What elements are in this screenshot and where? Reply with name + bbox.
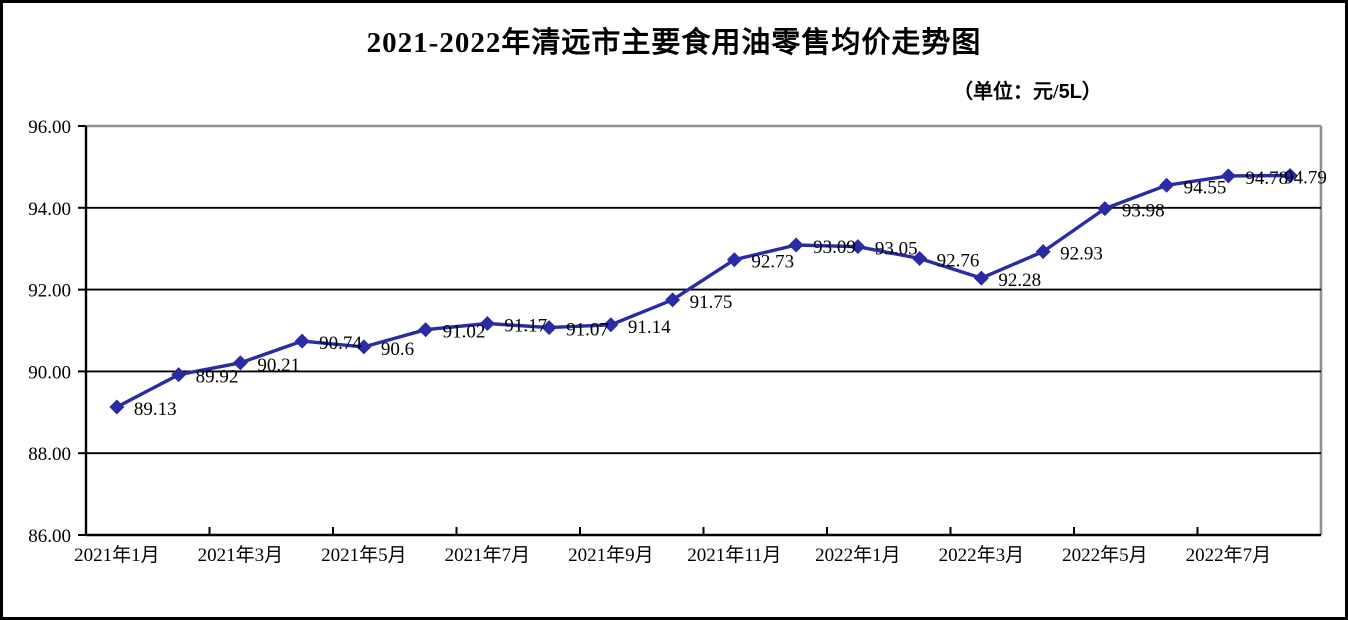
data-point-label: 94.78 xyxy=(1245,168,1288,189)
y-tick-label: 88.00 xyxy=(28,444,71,465)
data-point-label: 92.76 xyxy=(937,251,980,272)
unit-label-suffix: ） xyxy=(1081,81,1102,103)
data-point-marker xyxy=(726,252,742,268)
data-point-marker xyxy=(109,399,125,415)
x-tick-label: 2021年9月 xyxy=(568,544,654,566)
data-point-marker xyxy=(1220,168,1236,184)
chart-title: 2021-2022年清远市主要食用油零售均价走势图 xyxy=(366,27,982,59)
data-point-marker xyxy=(973,270,989,286)
data-point-marker xyxy=(171,367,187,383)
data-point-marker xyxy=(1159,177,1175,193)
data-point-label: 90.74 xyxy=(319,333,362,354)
data-point-marker xyxy=(788,237,804,253)
x-tick-label: 2021年11月 xyxy=(687,544,781,566)
data-point-label: 94.55 xyxy=(1184,177,1227,198)
data-point-marker xyxy=(1097,201,1113,217)
data-point-label: 93.98 xyxy=(1122,201,1165,222)
data-point-marker xyxy=(232,355,248,371)
unit-label-prefix: （单位：元/ xyxy=(953,81,1059,103)
y-tick-label: 94.00 xyxy=(28,199,71,220)
x-tick-label: 2021年7月 xyxy=(445,544,531,566)
data-point-marker xyxy=(541,320,557,336)
data-point-label: 92.93 xyxy=(1060,244,1103,265)
data-point-label: 94.79 xyxy=(1284,167,1327,188)
series-line xyxy=(115,173,1292,409)
unit-label-value: 5L xyxy=(1058,81,1082,103)
data-point-marker xyxy=(418,322,434,338)
data-point-marker xyxy=(850,239,866,255)
data-point-label: 92.28 xyxy=(998,270,1041,291)
x-tick-label: 2021年3月 xyxy=(198,544,284,566)
data-point-marker xyxy=(479,316,495,332)
y-tick-label: 90.00 xyxy=(28,362,71,383)
y-tick-label: 86.00 xyxy=(28,526,71,547)
data-point-label: 91.07 xyxy=(566,320,609,341)
data-point-label: 93.05 xyxy=(875,239,918,260)
data-point-label: 89.13 xyxy=(134,399,177,420)
data-point-label: 91.02 xyxy=(443,322,486,343)
data-point-marker xyxy=(294,333,310,349)
data-point-label: 91.75 xyxy=(690,292,733,313)
x-tick-label: 2022年1月 xyxy=(815,544,901,566)
x-tick-label: 2021年5月 xyxy=(321,544,407,566)
y-tick-label: 92.00 xyxy=(28,281,71,302)
data-point-label: 93.09 xyxy=(813,237,856,258)
data-point-label: 90.21 xyxy=(257,355,300,376)
data-point-marker xyxy=(1035,244,1051,260)
y-tick-label: 96.00 xyxy=(28,117,71,138)
data-point-marker xyxy=(603,317,619,333)
x-tick-label: 2022年5月 xyxy=(1062,544,1148,566)
data-point-marker xyxy=(912,251,928,267)
data-point-label: 90.6 xyxy=(381,339,414,360)
unit-label: （单位：元/5L） xyxy=(953,75,1102,104)
x-tick-label: 2021年1月 xyxy=(74,544,160,566)
data-point-marker xyxy=(356,339,372,355)
data-point-marker xyxy=(1282,167,1298,183)
data-point-label: 91.14 xyxy=(628,317,671,338)
x-tick-label: 2022年7月 xyxy=(1186,544,1272,566)
data-point-label: 91.17 xyxy=(504,316,547,337)
data-point-marker xyxy=(665,292,681,308)
x-tick-label: 2022年3月 xyxy=(939,544,1025,566)
data-point-label: 92.73 xyxy=(751,252,794,273)
data-point-label: 89.92 xyxy=(196,367,239,388)
